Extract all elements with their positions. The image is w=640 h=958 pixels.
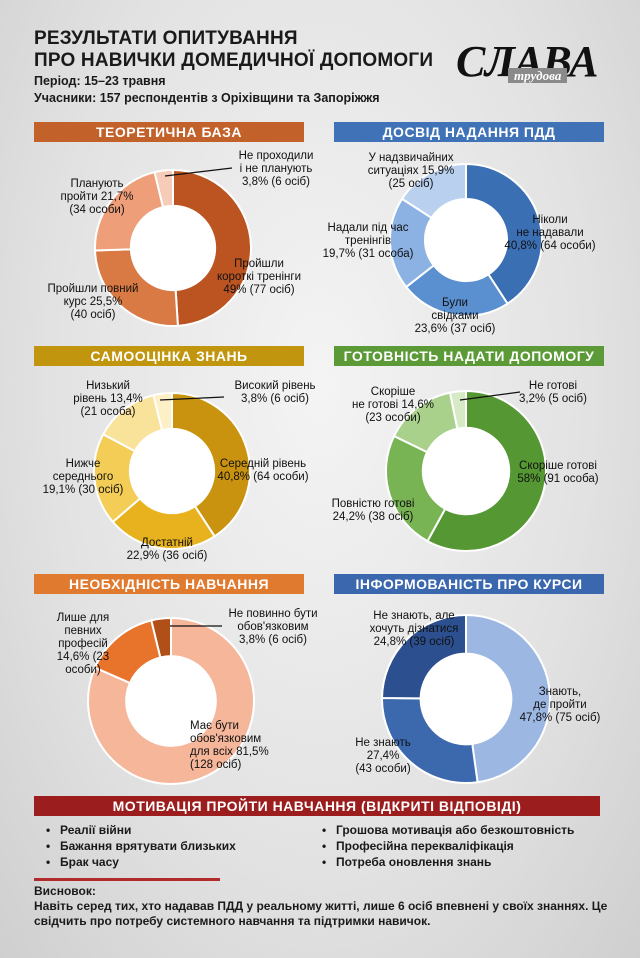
conclusion-text: Навіть серед тих, хто надавав ПДД у реал…: [34, 899, 608, 928]
conclusion-heading: Висновок:: [34, 884, 96, 898]
logo-sub-text: трудова: [508, 68, 568, 83]
motivation-title: МОТИВАЦІЯ ПРОЙТИ НАВЧАННЯ (ВІДКРИТІ ВІДП…: [34, 796, 600, 816]
slice-label-experience-witness: Були свідками 23,6% (37 осіб): [414, 297, 496, 335]
motivation-item: Грошова мотивація або безкоштовність: [322, 822, 574, 838]
title-line-1: РЕЗУЛЬТАТИ ОПИТУВАННЯ: [34, 28, 298, 49]
slice-label-necessity-all: Має бути обов'язковим для всіх 81,5% (128 о…: [190, 720, 269, 771]
survey-participants: Учасники: 157 респондентів з Оріхівщини …: [34, 91, 380, 105]
slice-label-knowledge-sufficient: Достатній 22,9% (36 осіб): [126, 537, 208, 562]
slice-label-readiness-fully: Повністю готові 24,2% (38 осіб): [331, 498, 415, 523]
slice-label-knowledge-medium: Середній рівень 40,8% (64 особи): [217, 458, 309, 483]
slice-label-necessity-some: Лише для певних професій 14,6% (23 особи): [56, 612, 110, 676]
donut-hole: [129, 428, 215, 514]
page-title: РЕЗУЛЬТАТИ ОПИТУВАННЯ ПРО НАВИЧКИ ДОМЕДИ…: [34, 28, 433, 72]
donut-chart-experience: [389, 162, 543, 317]
slice-label-experience-training: Надали під час тренінгів 19,7% (31 особа): [322, 222, 414, 260]
donut-slice: [171, 391, 251, 538]
conclusion: Висновок: Навіть серед тих, хто надавав …: [34, 884, 614, 929]
donut-hole: [126, 656, 216, 746]
survey-period: Період: 15–23 травня: [34, 74, 166, 88]
motivation-item: Брак часу: [46, 854, 236, 870]
donut-chart-theory: [94, 168, 252, 327]
slice-label-readiness-rather: Скоріше готові 58% (91 особа): [517, 460, 599, 485]
motivation-item: Професійна перекваліфікація: [322, 838, 574, 854]
motivation-item: Бажання врятувати близьких: [46, 838, 236, 854]
chart-title-experience: ДОСВІД НАДАННЯ ПДД: [334, 122, 604, 142]
chart-title-theory: ТЕОРЕТИЧНА БАЗА: [34, 122, 304, 142]
motivation-list-left: Реалії війни Бажання врятувати близьких …: [46, 822, 236, 870]
chart-title-awareness: ІНФОРМОВАНІСТЬ ПРО КУРСИ: [334, 574, 604, 594]
slice-label-theory-full: Пройшли повний курс 25,5% (40 осіб): [47, 283, 139, 321]
slice-label-readiness-not: Не готові 3,2% (5 осіб): [519, 380, 587, 405]
slice-label-knowledge-low: Низький рівень 13,4% (21 особа): [73, 380, 143, 418]
slice-label-experience-never: Ніколи не надавали 40,8% (64 особи): [504, 214, 596, 252]
slice-label-experience-emergency: У надзвичайних ситуаціях 15,9% (25 осіб): [367, 152, 455, 190]
slice-label-awareness-dont: Не знають 27,4% (43 особи): [355, 737, 411, 775]
chart-title-necessity: НЕОБХІДНІСТЬ НАВЧАННЯ: [34, 574, 304, 594]
slice-label-theory-short: Пройшли короткі тренінги 49% (77 осіб): [216, 258, 302, 296]
newspaper-logo: СЛАВА трудова: [456, 40, 598, 88]
slice-label-awareness-want: Не знають, але хочуть дізнатися 24,8% (39 …: [369, 610, 459, 648]
slice-label-theory-plan: Планують пройти 21,7% (34 особи): [60, 178, 134, 216]
slice-label-theory-none: Не проходили і не планують 3,8% (6 осіб): [238, 150, 314, 188]
motivation-item: Потреба оновлення знань: [322, 854, 574, 870]
slice-label-readiness-rather-not: Скоріше не готові 14,6% (23 особи): [351, 386, 435, 424]
slice-label-knowledge-high: Високий рівень 3,8% (6 осіб): [234, 380, 316, 405]
donut-chart-knowledge: [93, 391, 251, 550]
motivation-item: Реалії війни: [46, 822, 236, 838]
donut-chart-necessity: [87, 616, 255, 785]
donut-chart-readiness: [385, 389, 547, 552]
title-line-2: ПРО НАВИЧКИ ДОМЕДИЧНОЇ ДОПОМОГИ: [34, 50, 434, 71]
slice-label-necessity-not: Не повинно бути обов'язковим 3,8% (6 осіб): [228, 608, 318, 646]
slice-label-knowledge-below: Нижче середнього 19,1% (30 осіб): [42, 458, 124, 496]
donut-chart-awareness: [380, 613, 551, 784]
donut-hole: [420, 653, 512, 745]
chart-title-knowledge: САМООЦІНКА ЗНАНЬ: [34, 346, 304, 366]
chart-title-readiness: ГОТОВНІСТЬ НАДАТИ ДОПОМОГУ: [334, 346, 604, 366]
donut-hole: [130, 205, 216, 291]
donut-hole: [424, 198, 508, 282]
donut-hole: [422, 427, 510, 515]
slice-label-awareness-know: Знають, де пройти 47,8% (75 осіб): [519, 686, 601, 724]
conclusion-divider: [34, 878, 220, 881]
motivation-list-right: Грошова мотивація або безкоштовність Про…: [322, 822, 574, 870]
